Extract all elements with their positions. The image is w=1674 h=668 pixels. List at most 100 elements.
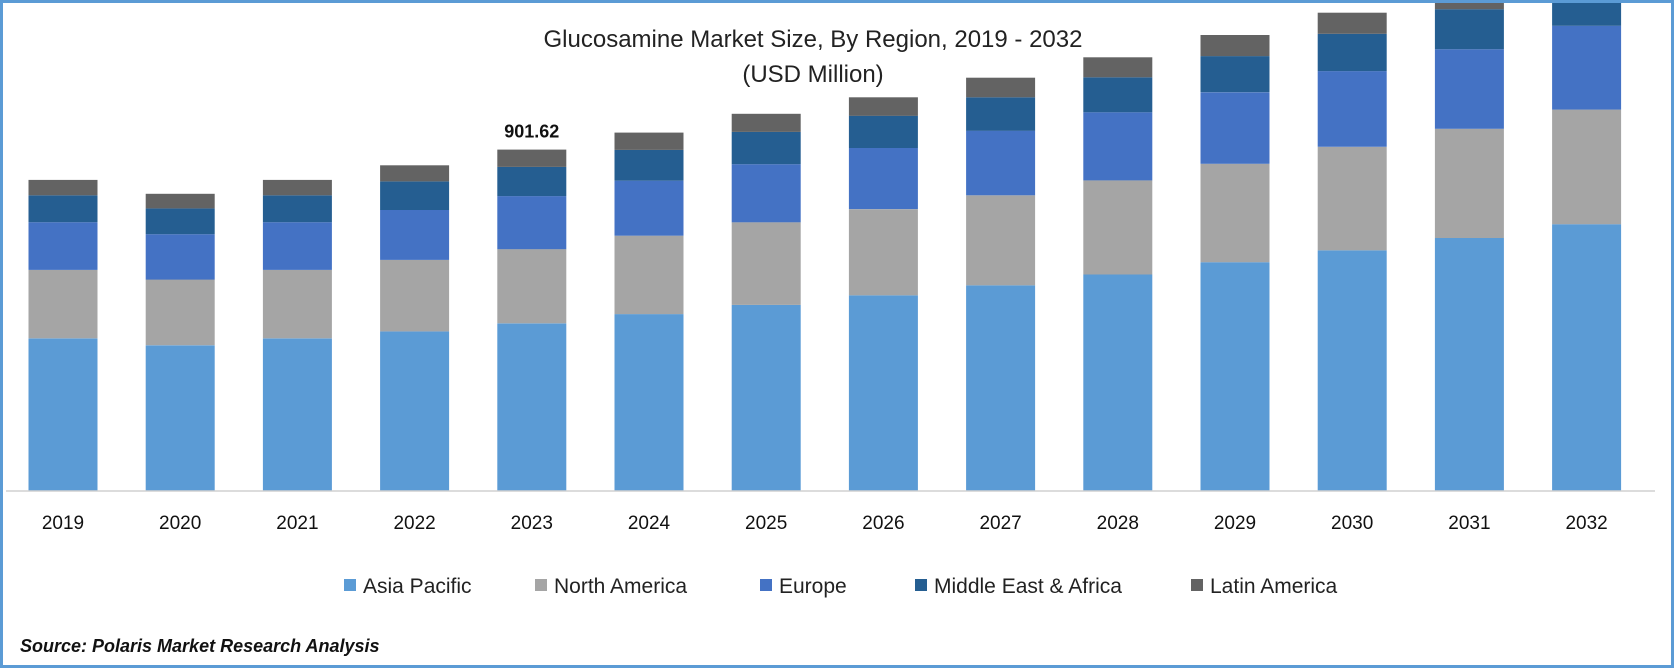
bar-segment-2021-4 xyxy=(262,179,332,196)
bar-segment-2028-4 xyxy=(1083,57,1153,78)
bars-group xyxy=(28,3,1622,491)
bar-segment-2028-3 xyxy=(1083,77,1153,113)
bar-segment-2020-0 xyxy=(145,345,215,491)
bar-segment-2025-3 xyxy=(731,131,801,165)
bar-segment-2024-1 xyxy=(614,235,684,315)
bar-segment-2019-1 xyxy=(28,269,98,339)
bar-segment-2027-2 xyxy=(966,130,1036,196)
bar-segment-2028-1 xyxy=(1083,180,1153,275)
bar-segment-2027-0 xyxy=(966,285,1036,491)
bar-segment-2020-4 xyxy=(145,193,215,209)
bar-segment-2023-1 xyxy=(497,249,567,324)
x-tick-label: 2022 xyxy=(393,513,435,534)
bar-segment-2029-2 xyxy=(1200,92,1270,164)
bar-segment-2032-1 xyxy=(1552,109,1622,225)
legend-swatch-1 xyxy=(535,579,547,591)
bar-segment-2028-0 xyxy=(1083,274,1153,491)
bar-segment-2032-2 xyxy=(1552,25,1622,110)
bar-segment-2023-0 xyxy=(497,323,567,491)
bar-segment-2024-2 xyxy=(614,180,684,236)
bar-segment-2021-0 xyxy=(262,338,332,491)
bar-segment-2026-4 xyxy=(848,97,918,116)
legend-swatch-3 xyxy=(915,579,927,591)
x-tick-label: 2023 xyxy=(511,513,553,534)
source-note: Source: Polaris Market Research Analysis xyxy=(20,636,380,656)
bar-segment-2022-0 xyxy=(380,331,450,491)
bar-segment-2026-3 xyxy=(848,115,918,148)
x-tick-label: 2019 xyxy=(42,513,84,534)
bar-segment-2029-0 xyxy=(1200,262,1270,491)
x-tick-label: 2032 xyxy=(1565,513,1607,534)
bar-segment-2030-3 xyxy=(1317,33,1387,72)
bar-segment-2022-4 xyxy=(380,165,450,182)
bar-segment-2023-3 xyxy=(497,166,567,197)
bar-segment-2030-2 xyxy=(1317,71,1387,147)
x-tick-label: 2029 xyxy=(1214,513,1256,534)
x-tick-label: 2024 xyxy=(628,513,671,534)
legend-label-0: Asia Pacific xyxy=(363,575,472,598)
legend-swatch-4 xyxy=(1191,579,1203,591)
bar-segment-2024-4 xyxy=(614,132,684,150)
bar-segment-2026-2 xyxy=(848,148,918,210)
bar-segment-2030-0 xyxy=(1317,250,1387,491)
bar-segment-2020-1 xyxy=(145,279,215,346)
bar-segment-2029-3 xyxy=(1200,56,1270,93)
bar-segment-2026-1 xyxy=(848,209,918,296)
bar-segment-2031-3 xyxy=(1434,9,1504,50)
data-label-2023: 901.62 xyxy=(504,122,559,142)
bar-segment-2020-3 xyxy=(145,208,215,235)
bar-segment-2027-3 xyxy=(966,97,1036,131)
x-tick-label: 2028 xyxy=(1097,513,1139,534)
legend-swatch-0 xyxy=(344,579,356,591)
x-tick-label: 2031 xyxy=(1448,513,1490,534)
annotations-group: 901.62 xyxy=(504,122,559,142)
bar-segment-2025-0 xyxy=(731,304,801,491)
bar-segment-2024-3 xyxy=(614,149,684,181)
bar-segment-2025-2 xyxy=(731,164,801,223)
bar-segment-2023-2 xyxy=(497,196,567,250)
bar-segment-2032-0 xyxy=(1552,224,1622,491)
legend-label-3: Middle East & Africa xyxy=(934,575,1122,598)
bar-segment-2019-3 xyxy=(28,195,98,223)
bar-segment-2027-1 xyxy=(966,195,1036,286)
bar-segment-2026-0 xyxy=(848,295,918,491)
bar-segment-2031-4 xyxy=(1434,3,1504,10)
legend-label-4: Latin America xyxy=(1210,575,1338,598)
bar-segment-2030-1 xyxy=(1317,146,1387,251)
bar-segment-2021-3 xyxy=(262,195,332,223)
legend-label-2: Europe xyxy=(779,575,847,598)
bar-segment-2024-0 xyxy=(614,314,684,491)
bar-segment-2027-4 xyxy=(966,77,1036,98)
bar-segment-2022-2 xyxy=(380,209,450,260)
bar-segment-2019-4 xyxy=(28,179,98,196)
bar-segment-2025-4 xyxy=(731,113,801,132)
bar-segment-2031-1 xyxy=(1434,128,1504,238)
x-tick-label: 2030 xyxy=(1331,513,1373,534)
legend: Asia Pacific North America Europe Middle Ea… xyxy=(344,575,1338,598)
legend-label-1: North America xyxy=(554,575,687,598)
bar-segment-2029-1 xyxy=(1200,163,1270,263)
x-tick-label: 2026 xyxy=(862,513,904,534)
bar-segment-2021-1 xyxy=(262,269,332,339)
bar-segment-2029-4 xyxy=(1200,35,1270,57)
bar-segment-2031-0 xyxy=(1434,238,1504,491)
legend-swatch-2 xyxy=(760,579,772,591)
x-tick-labels: 2019 2020 2021 2022 2023 2024 2025 2026 2027 2028… xyxy=(42,513,1608,534)
x-tick-label: 2020 xyxy=(159,513,201,534)
bar-segment-2028-2 xyxy=(1083,112,1153,181)
bar-segment-2019-2 xyxy=(28,222,98,270)
chart-subtitle: (USD Million) xyxy=(742,61,883,88)
bar-segment-2022-3 xyxy=(380,181,450,210)
bar-segment-2021-2 xyxy=(262,222,332,270)
x-tick-label: 2025 xyxy=(745,513,787,534)
bar-segment-2025-1 xyxy=(731,222,801,305)
chart-title: Glucosamine Market Size, By Region, 2019… xyxy=(544,26,1083,53)
chart-svg: Glucosamine Market Size, By Region, 2019… xyxy=(6,3,1655,598)
bar-segment-2023-4 xyxy=(497,149,567,167)
x-tick-label: 2021 xyxy=(276,513,318,534)
bar-segment-2022-1 xyxy=(380,259,450,332)
x-tick-label: 2027 xyxy=(979,513,1021,534)
bar-segment-2019-0 xyxy=(28,338,98,491)
bar-segment-2031-2 xyxy=(1434,49,1504,129)
